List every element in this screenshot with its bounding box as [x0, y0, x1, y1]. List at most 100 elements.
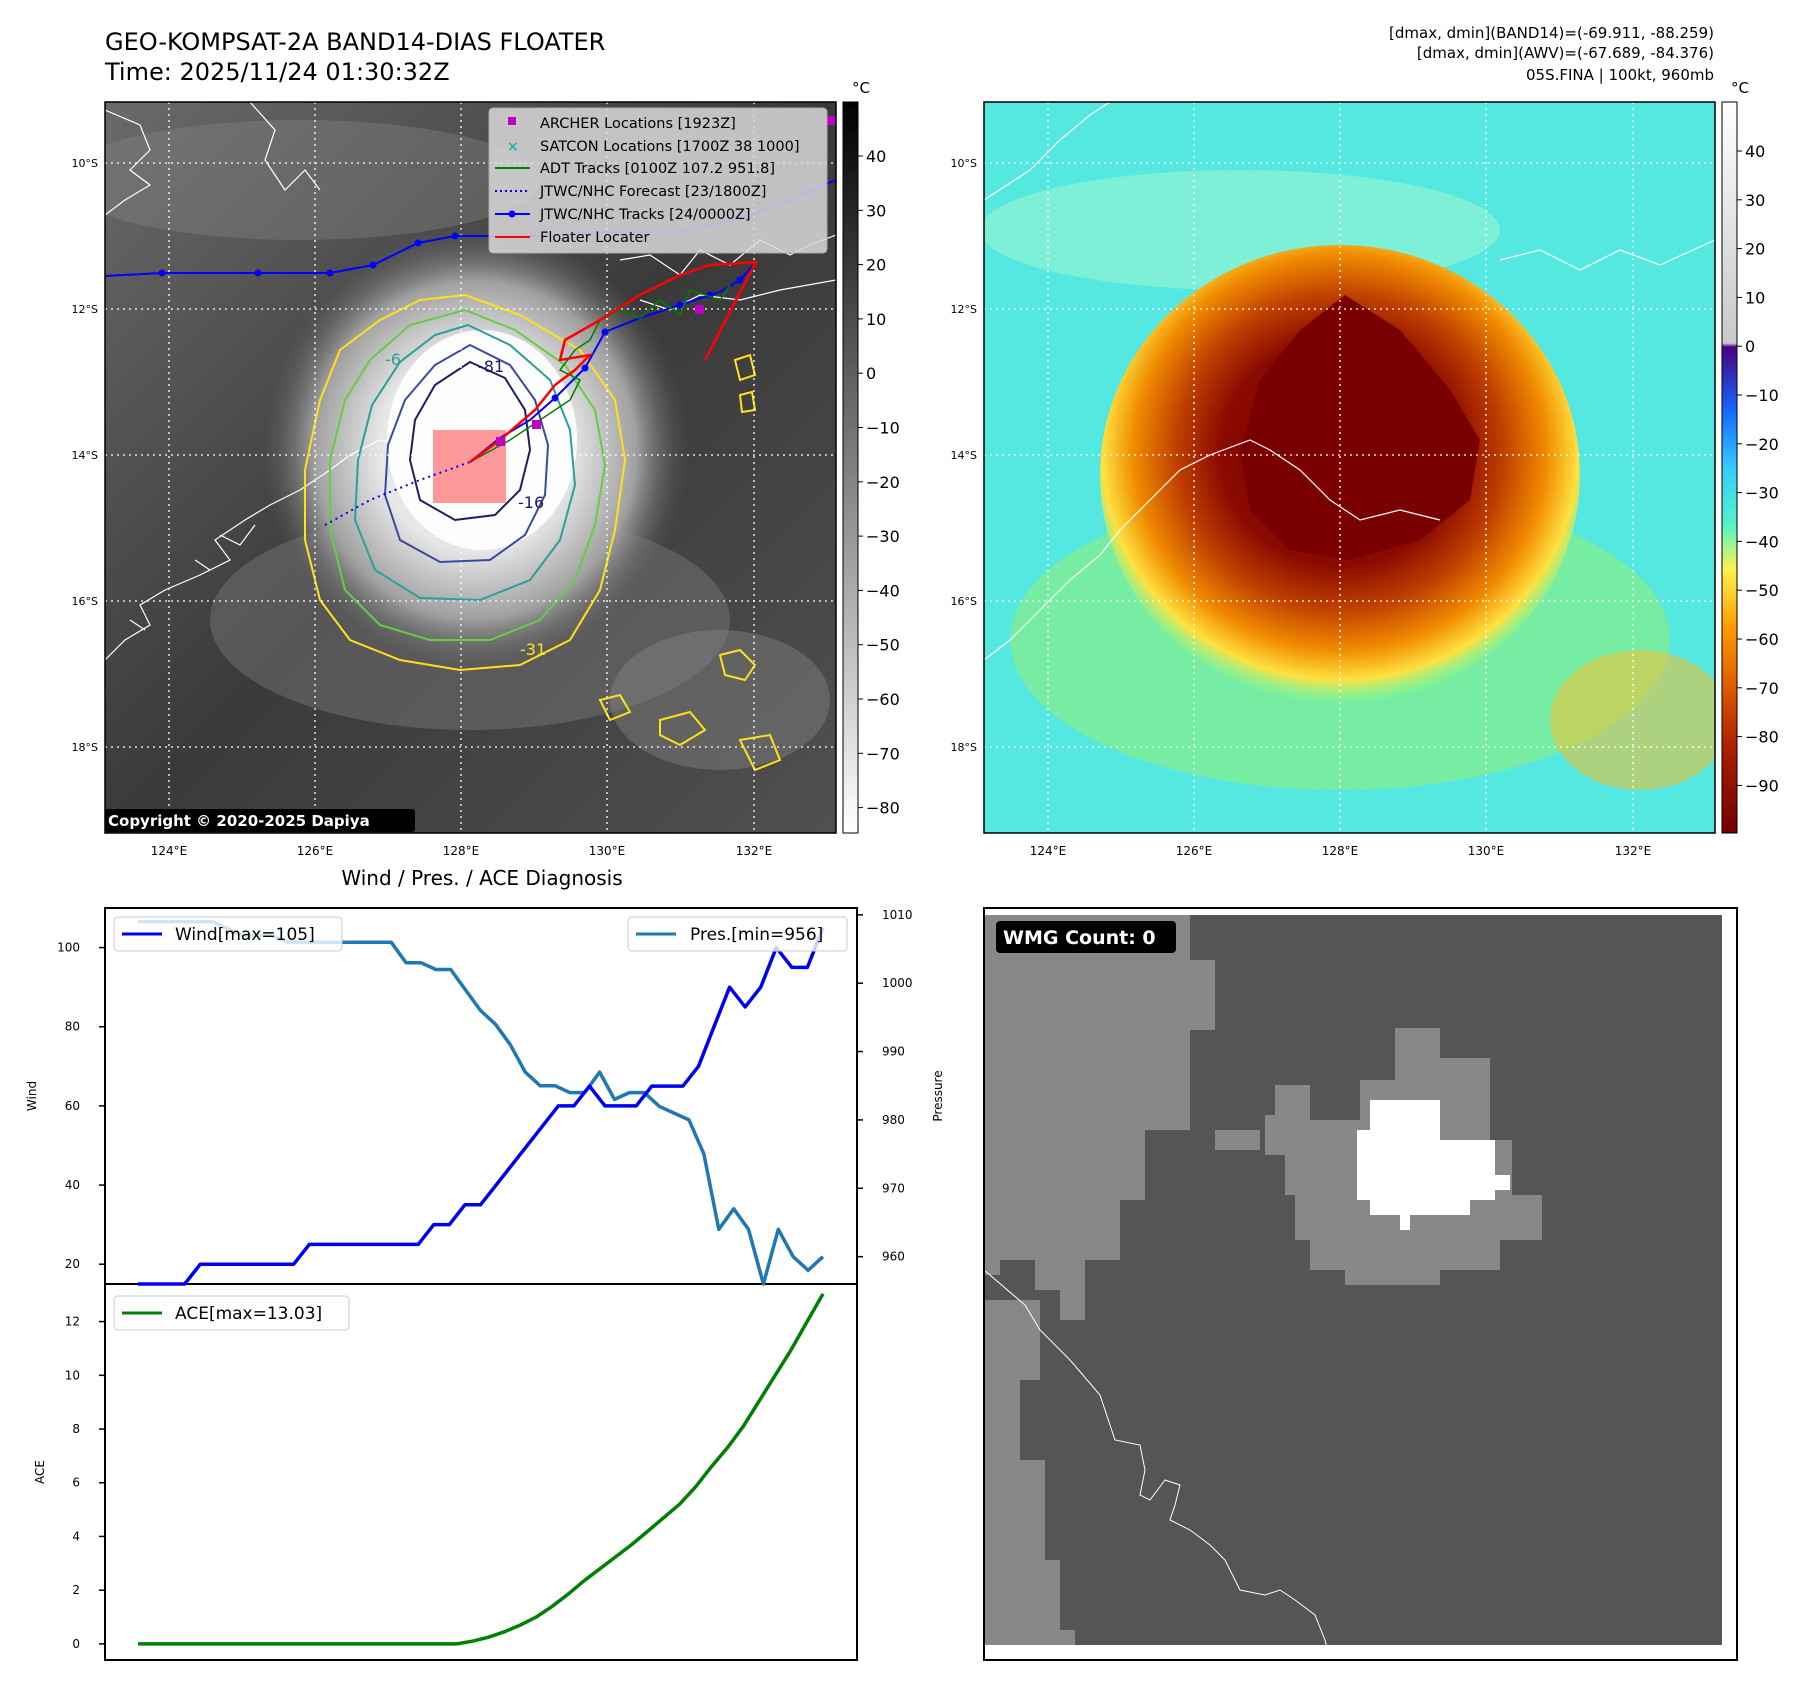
colorbar-left: °C 40 30 20 10 0 −10 −20 −30 −40 −50 −60 −70 −80 — [842, 79, 900, 834]
legend-label-adt: ADT Tracks [0100Z 107.2 951.8] — [540, 161, 775, 177]
coastline-right-north — [984, 102, 1111, 201]
map2-lat-label: 14°S — [951, 449, 977, 462]
wmg-mid-region-south — [984, 1300, 1075, 1645]
map2-lon-label: 128°E — [1322, 844, 1359, 858]
wind-tick-label: 60 — [65, 1099, 80, 1113]
legend-marker-jtwc-dot — [508, 210, 516, 218]
diagnosis-chart: Wind Pressure ACE 2040608010096097098099… — [25, 907, 945, 1661]
diagnosis-lines — [138, 919, 825, 1646]
colorbar-right-tick-label: −70 — [1745, 679, 1779, 698]
map1-lat-label: 18°S — [72, 741, 98, 754]
colorbar-right-tick-label: −80 — [1745, 728, 1779, 747]
map1-frame — [104, 101, 837, 834]
legend-marker-archer — [508, 117, 516, 125]
wind-legend: Wind[max=105] — [113, 916, 343, 952]
coastline-west-islands — [129, 524, 256, 631]
wind-axis-label: Wind — [25, 1081, 39, 1111]
wmg-coastline — [983, 1269, 1331, 1661]
wind-pressure-axes — [104, 907, 858, 1285]
ace-tick-label: 0 — [72, 1637, 80, 1651]
colorbar-left-tick-label: 10 — [866, 310, 886, 329]
coastline-right-west — [984, 439, 1441, 661]
wind-tick-label: 80 — [65, 1020, 80, 1034]
wmg-panel: WMG Count: 0 — [983, 907, 1738, 1661]
ace-tick-label: 4 — [72, 1529, 80, 1543]
ace-legend-box — [113, 1295, 350, 1331]
colorbar-right-tick-label: 10 — [1745, 288, 1765, 307]
colorbar-right-tick-label: 30 — [1745, 191, 1765, 210]
cloud-band-3 — [610, 630, 830, 770]
colorbar-right-unit: °C — [1731, 79, 1749, 97]
copyright-text: Copyright © 2020-2025 Dapiya — [108, 812, 370, 830]
map2-gridlines — [984, 102, 1715, 833]
map-axis-labels: 124°E 124°E 126°E 126°E 128°E 128°E 130°E 130°E… — [72, 157, 1652, 858]
contour-label-3: -16 — [518, 493, 544, 512]
map2-lat-label: 18°S — [951, 741, 977, 754]
contour-green-1 — [329, 308, 607, 641]
map2-frame — [983, 101, 1716, 834]
wmg-frame — [983, 907, 1738, 1661]
colorbar-left-bar — [842, 101, 859, 834]
ace-tick-label: 2 — [72, 1583, 80, 1597]
ace-tick-label: 10 — [65, 1368, 80, 1382]
colorbar-left-tick-label: −40 — [866, 581, 900, 600]
contour-yellow-outer — [304, 293, 627, 672]
wmg-count-text: WMG Count: 0 — [1003, 927, 1156, 949]
figure-time: Time: 2025/11/24 01:30:32Z — [104, 58, 450, 86]
map2-lat-label: 16°S — [951, 595, 977, 608]
map2-lat-label: 12°S — [951, 303, 977, 316]
contour-label-2: -81 — [478, 357, 504, 376]
map1-lon-label: 128°E — [443, 844, 480, 858]
legend-marker-satcon: × — [507, 139, 519, 155]
legend-box — [488, 107, 828, 254]
storm-cold-core — [1240, 295, 1480, 560]
colorbar-left-unit: °C — [852, 79, 870, 97]
colorbar-left-tick-label: −60 — [866, 690, 900, 709]
colorbar-left-tick-label: 20 — [866, 256, 886, 275]
map1-lat-label: 12°S — [72, 303, 98, 316]
legend-label-archer: ARCHER Locations [1923Z] — [540, 116, 736, 132]
colorbar-left-tick-label: −80 — [866, 799, 900, 818]
map2-lon-label: 132°E — [1615, 844, 1652, 858]
contour-label-1: -6 — [385, 350, 401, 369]
colorbar-right-tick-label: 0 — [1745, 337, 1755, 356]
colorbar-right-tick-label: −30 — [1745, 484, 1779, 503]
coastline-west — [105, 439, 401, 661]
pressure-legend-box — [627, 916, 848, 952]
legend-label-satcon: SATCON Locations [1700Z 38 1000] — [540, 139, 799, 155]
ace-tick-label: 12 — [65, 1315, 80, 1329]
legend-label-floater: Floater Locater — [540, 230, 649, 246]
pressure-legend-label: Pres.[min=956] — [690, 925, 823, 945]
pressure-tick-label: 1000 — [882, 976, 913, 990]
colorbar-left-tick-label: 30 — [866, 201, 886, 220]
colorbar-right-tick-label: 40 — [1745, 142, 1765, 161]
colorbar-right: °C 40 30 20 10 0 −10 −20 −30 −40 −50 −60 −70 −80 −90 — [1721, 79, 1779, 834]
colorbar-left-ticks: 40 30 20 10 0 −10 −20 −30 −40 −50 −60 −70 −80 — [858, 147, 900, 818]
wind-line — [138, 927, 825, 1286]
chart-title: Wind / Pres. / ACE Diagnosis — [341, 866, 622, 890]
pressure-tick-label: 990 — [882, 1045, 905, 1059]
colorbar-right-tick-label: −60 — [1745, 630, 1779, 649]
diagnosis-ticks: 20 40 60 80 100 960 970 980 990 1000 1010 0 2 4 6 8 10 12 — [57, 908, 912, 1651]
adt-track — [469, 284, 731, 463]
map1-lon-label: 126°E — [297, 844, 334, 858]
colorbar-right-bar — [1721, 101, 1738, 834]
colorbar-right-tick-label: −10 — [1745, 386, 1779, 405]
pressure-line — [138, 919, 825, 1286]
map-legend: ARCHER Locations [1923Z] × SATCON Locati… — [488, 107, 828, 254]
jtwc-forecast-line — [324, 461, 471, 526]
legend-label-forecast: JTWC/NHC Forecast [23/1800Z] — [539, 184, 766, 200]
figure-title: GEO-KOMPSAT-2A BAND14-DIAS FLOATER — [105, 28, 605, 56]
contour-navy — [408, 360, 532, 522]
coastline-north-2 — [249, 102, 321, 191]
map1-lat-label: 14°S — [72, 449, 98, 462]
colorbar-right-tick-label: 20 — [1745, 240, 1765, 259]
ace-line — [138, 1293, 825, 1646]
wmg-count-badge — [996, 921, 1176, 953]
colorbar-right-tick-label: −20 — [1745, 435, 1779, 454]
colorbar-right-tick-label: −40 — [1745, 532, 1779, 551]
colorbar-right-tick-label: −50 — [1745, 581, 1779, 600]
map1-lat-label: 10°S — [72, 157, 98, 170]
jtwc-track-points — [158, 232, 459, 277]
